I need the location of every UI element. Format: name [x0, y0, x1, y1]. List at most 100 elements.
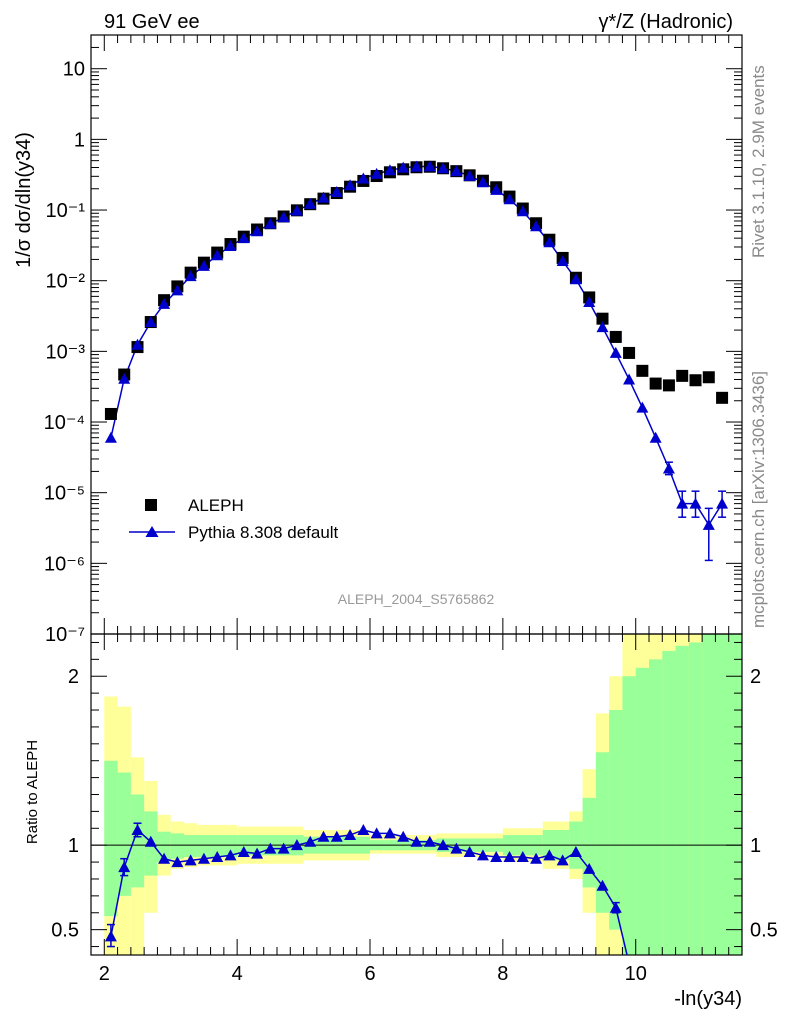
x-tick-label: 4 [232, 963, 243, 985]
x-tick-label: 6 [364, 963, 375, 985]
pythia-point [516, 205, 529, 217]
aleph-point [716, 391, 729, 404]
y-tick-label: 10⁻⁴ [44, 412, 85, 434]
ratio-point [317, 830, 330, 842]
aleph-point [649, 377, 662, 390]
ratio-point [144, 835, 157, 847]
pythia-point [623, 373, 636, 385]
ratio-point [277, 842, 290, 854]
ratio-y-tick-label-right: 2 [750, 666, 761, 688]
aleph-point [689, 374, 702, 387]
pythia-line [110, 165, 723, 527]
main-plot-frame: 10⁻⁷ 10⁻⁶ 10⁻⁵ 10⁻⁴ 10⁻³ 10⁻² 10⁻¹ 1 10 [44, 34, 743, 955]
y-tick-label: 10⁻³ [46, 341, 86, 363]
ratio-point [158, 852, 171, 864]
x-tick-label: 10 [625, 963, 647, 985]
pythia-point [662, 462, 675, 474]
pythia-point [476, 176, 489, 188]
pythia-point [583, 295, 596, 307]
ratio-point [171, 856, 184, 868]
pythia-point [543, 236, 556, 248]
pythia-point [556, 254, 569, 266]
pythia-point [410, 160, 423, 172]
ratio-point [516, 851, 529, 863]
aleph-point [702, 371, 715, 384]
ratio-point [370, 827, 383, 839]
y-tick-label: 10⁻⁵ [44, 483, 85, 505]
pythia-point [463, 169, 476, 181]
x-tick-label: 8 [497, 963, 508, 985]
pythia-point [317, 191, 330, 203]
ratio-point [543, 849, 556, 861]
pythia-point [676, 497, 689, 509]
legend-marker-pythia [145, 526, 159, 537]
pythia-point [251, 225, 264, 237]
ratio-point [251, 847, 264, 859]
y-axis-title-ratio: Ratio to ALEPH [24, 740, 41, 844]
pythia-point [689, 497, 702, 509]
ratio-point [463, 845, 476, 857]
pythia-point [344, 179, 357, 191]
y-tick-label: 10⁻² [46, 271, 86, 293]
ratio-point [530, 852, 543, 864]
ratio-point [264, 842, 277, 854]
x-tick-label: 2 [99, 963, 110, 985]
band-bin-green [649, 659, 663, 955]
ratio-point [490, 851, 503, 863]
analysis-label: ALEPH_2004_S5765862 [338, 591, 495, 607]
y-axis-title-ratio-text: Ratio to ALEPH [24, 740, 41, 844]
band-bin-green [117, 772, 131, 896]
pythia-point [569, 273, 582, 285]
pythia-point [357, 172, 370, 184]
ratio-point [357, 823, 370, 835]
ratio-bands [104, 634, 742, 955]
pythia-point [383, 164, 396, 176]
data-marks [104, 160, 729, 562]
legend-label-pythia: Pythia 8.308 default [188, 523, 339, 542]
x-axis-title: -ln(y34) [674, 988, 742, 1010]
band-bin-green [130, 794, 145, 888]
y-tick-label: 10⁻⁶ [44, 553, 85, 575]
ratio-point [237, 845, 250, 857]
ratio-point [437, 839, 450, 851]
ratio-point [569, 845, 582, 857]
ratio-point [344, 829, 357, 841]
band-bin-green [595, 752, 610, 913]
pythia-point [264, 217, 277, 229]
pythia-point [131, 338, 144, 350]
pythia-point [450, 165, 463, 177]
pythia-point [104, 431, 117, 443]
band-bin-green [675, 645, 689, 955]
y-axis-title-main: 1/σ dσ/dln(y34) [13, 132, 35, 268]
pythia-point [370, 167, 383, 179]
pythia-point [503, 193, 516, 205]
pythia-point [702, 518, 715, 530]
band-bin-green [170, 833, 184, 859]
aleph-point [662, 379, 675, 392]
band-bin-green [184, 835, 238, 858]
pythia-point [330, 185, 343, 197]
pythia-point [437, 162, 450, 174]
ratio-y-tick-label-left: 0.5 [51, 920, 79, 942]
ratio-series [104, 822, 628, 955]
pythia-point [609, 346, 622, 358]
aleph-point [104, 407, 117, 420]
pythia-point [277, 211, 290, 223]
ratio-point [131, 823, 144, 835]
band-bin-green [609, 710, 623, 930]
rivet-version-label: Rivet 3.1.10, 2.9M events [749, 65, 768, 258]
pythia-point [158, 297, 171, 309]
pythia-point [184, 270, 197, 282]
y-tick-label: 1 [74, 129, 85, 151]
aleph-point [636, 364, 649, 377]
ratio-point [450, 842, 463, 854]
pythia-point [304, 197, 317, 209]
ratio-point [410, 835, 423, 847]
y-axis-title-main-text: 1/σ dσ/dln(y34) [13, 132, 35, 268]
ratio-point [556, 854, 569, 866]
ratio-y-tick-label-right: 0.5 [750, 920, 778, 942]
band-bin-green [688, 642, 703, 955]
pythia-point [224, 239, 237, 251]
ratio-point [397, 830, 410, 842]
main-frame-border [90, 34, 743, 635]
